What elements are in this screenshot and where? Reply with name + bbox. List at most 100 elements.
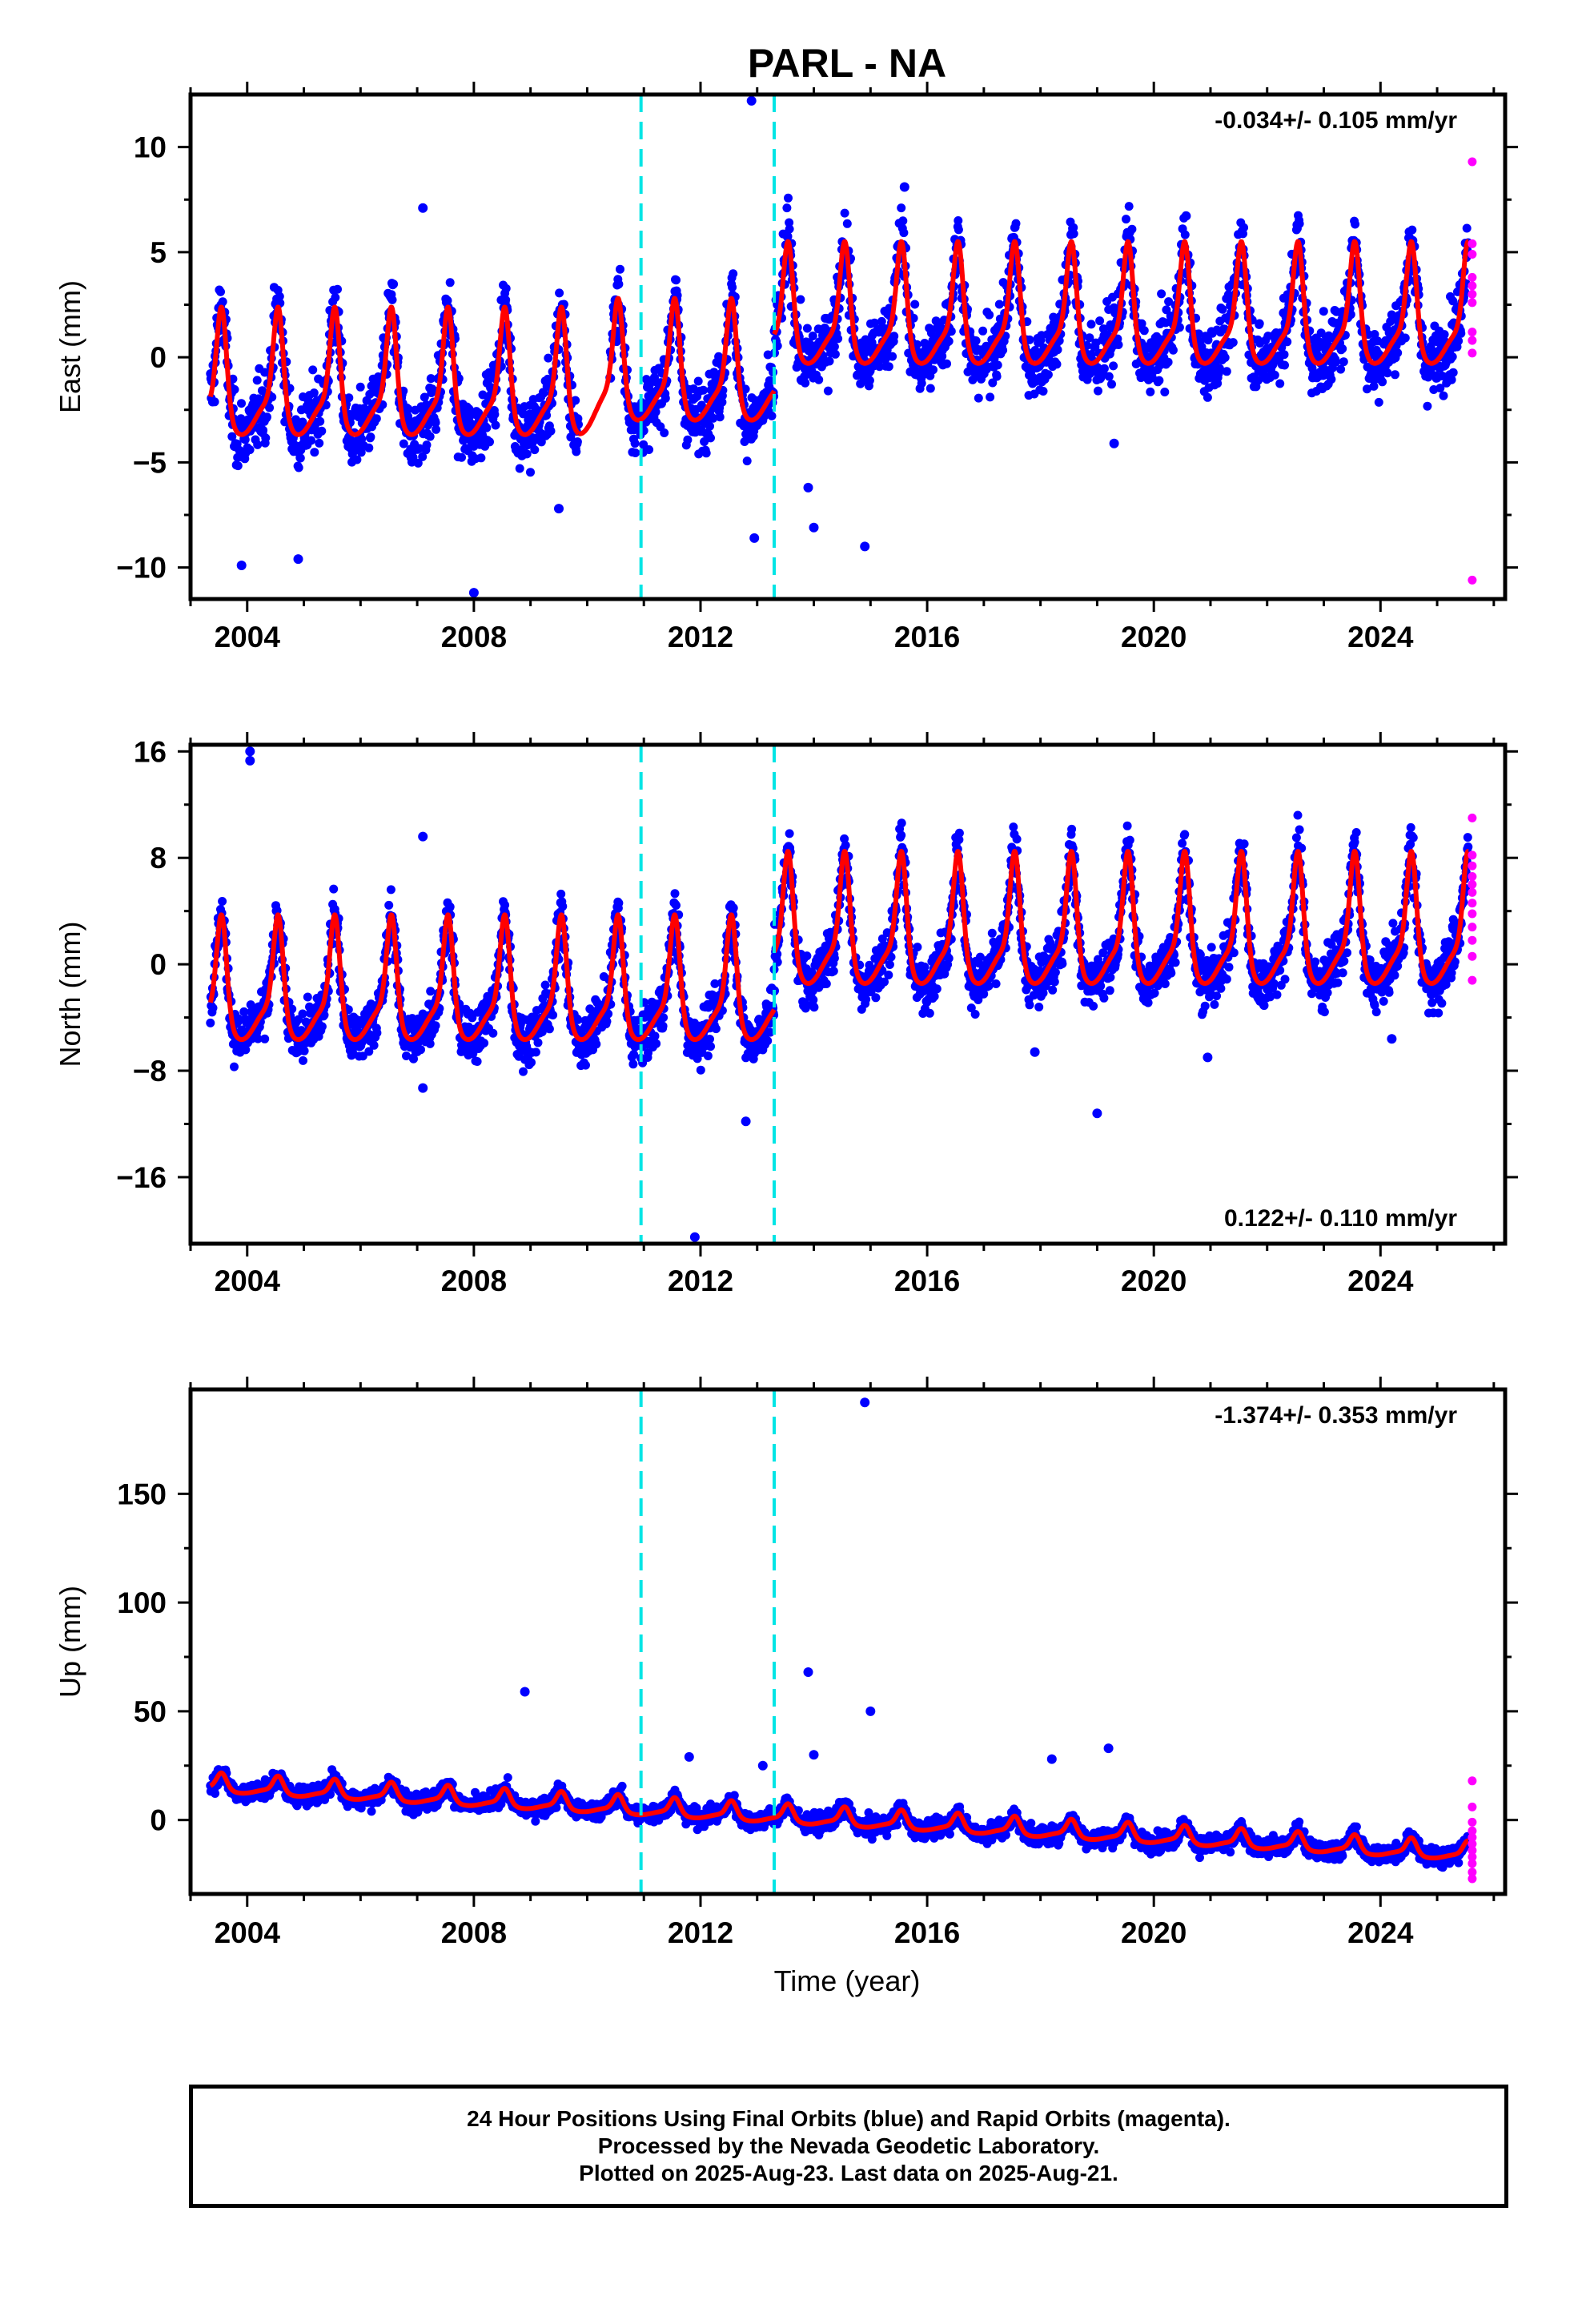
outlier-point — [1109, 438, 1119, 448]
final-orbit-point — [474, 408, 484, 418]
y-tick-label: 10 — [134, 131, 167, 164]
final-orbit-point — [1400, 333, 1410, 343]
final-orbit-point — [1255, 319, 1264, 328]
y-axis-label: East (mm) — [54, 280, 86, 413]
final-orbit-point — [1160, 388, 1170, 396]
final-orbit-point — [485, 437, 494, 447]
final-orbit-point — [978, 326, 988, 336]
outlier-point — [418, 203, 428, 213]
final-orbit-point — [783, 231, 793, 241]
final-orbit-point — [536, 437, 546, 447]
final-orbit-point — [865, 376, 874, 385]
final-orbit-point — [833, 334, 843, 344]
final-orbit-point — [1048, 985, 1058, 995]
final-orbit-point — [581, 1060, 590, 1070]
final-orbit-point — [548, 1011, 558, 1019]
final-orbit-point — [426, 987, 436, 996]
final-orbit-point — [926, 384, 935, 393]
final-orbit-point — [1043, 370, 1053, 380]
x-tick-label: 2024 — [1347, 621, 1414, 653]
final-orbit-point — [1331, 357, 1341, 367]
final-orbit-point — [218, 897, 227, 906]
final-orbit-point — [630, 439, 640, 448]
final-orbit-point — [526, 468, 535, 477]
x-tick-label: 2008 — [441, 621, 507, 653]
final-orbit-point — [765, 376, 774, 385]
final-orbit-point — [1157, 289, 1166, 299]
final-orbit-point — [426, 374, 436, 384]
final-orbit-point — [885, 960, 894, 969]
rapid-orbit-point — [1468, 298, 1477, 308]
final-orbit-point — [672, 901, 681, 910]
final-orbit-point — [742, 456, 752, 466]
final-orbit-point — [652, 1039, 661, 1048]
final-orbit-point — [897, 818, 906, 828]
final-orbit-point — [1393, 348, 1403, 358]
final-orbit-point — [785, 829, 794, 838]
final-orbit-point — [699, 385, 708, 395]
outlier-point — [749, 533, 760, 543]
final-orbit-point — [888, 352, 897, 361]
final-orbit-point — [329, 884, 339, 894]
rapid-orbit-point — [1468, 239, 1477, 248]
final-orbit-point — [899, 228, 909, 238]
final-orbit-point — [884, 971, 893, 979]
outlier-point — [236, 561, 247, 570]
final-orbit-point — [670, 889, 680, 899]
final-orbit-point — [701, 448, 711, 458]
final-orbit-point — [488, 1028, 498, 1038]
final-orbit-point — [366, 432, 375, 442]
rapid-orbit-point — [1468, 575, 1477, 585]
final-orbit-point — [602, 1017, 612, 1026]
final-orbit-point — [974, 393, 983, 403]
final-orbit-point — [307, 436, 316, 445]
final-orbit-point — [1338, 344, 1347, 353]
final-orbit-point — [1327, 375, 1336, 384]
final-orbit-point — [404, 404, 413, 414]
final-orbit-point — [1095, 316, 1105, 326]
final-orbit-point — [942, 359, 951, 368]
final-orbit-point — [372, 1028, 382, 1038]
final-orbit-point — [298, 417, 307, 427]
final-orbit-point — [399, 439, 408, 448]
final-orbit-point — [1154, 376, 1164, 385]
final-orbit-point — [825, 356, 834, 366]
final-orbit-point — [230, 1062, 239, 1072]
final-orbit-point — [1423, 401, 1432, 411]
final-orbit-point — [515, 464, 524, 473]
final-orbit-point — [944, 954, 954, 963]
final-orbit-point — [519, 1067, 528, 1076]
final-orbit-point — [614, 279, 624, 289]
final-orbit-point — [729, 269, 738, 279]
final-orbit-point — [683, 435, 693, 444]
final-orbit-point — [216, 287, 225, 296]
data-layer — [206, 95, 1477, 598]
outlier-point — [803, 482, 813, 493]
final-orbit-point — [1050, 967, 1060, 977]
final-orbit-point — [693, 376, 703, 386]
final-orbit-point — [445, 278, 455, 287]
rapid-orbit-point — [1468, 157, 1477, 167]
rapid-orbit-point — [1468, 281, 1477, 291]
final-orbit-point — [644, 380, 654, 390]
final-orbit-point — [308, 365, 318, 375]
final-orbit-point — [371, 414, 381, 424]
final-orbit-point — [259, 425, 268, 435]
final-orbit-point — [741, 384, 750, 394]
final-orbit-point — [614, 899, 624, 908]
outlier-point — [293, 554, 303, 565]
final-orbit-point — [631, 448, 640, 457]
final-orbit-point — [1462, 223, 1472, 233]
final-orbit-point — [572, 447, 581, 456]
final-orbit-point — [814, 375, 824, 384]
final-orbit-point — [387, 295, 397, 304]
final-orbit-point — [954, 828, 964, 838]
final-orbit-point — [1146, 387, 1155, 396]
outlier-point — [809, 522, 819, 533]
final-orbit-point — [1275, 379, 1285, 388]
final-orbit-point — [861, 995, 871, 1004]
final-orbit-point — [830, 349, 840, 359]
final-orbit-point — [206, 1018, 215, 1027]
